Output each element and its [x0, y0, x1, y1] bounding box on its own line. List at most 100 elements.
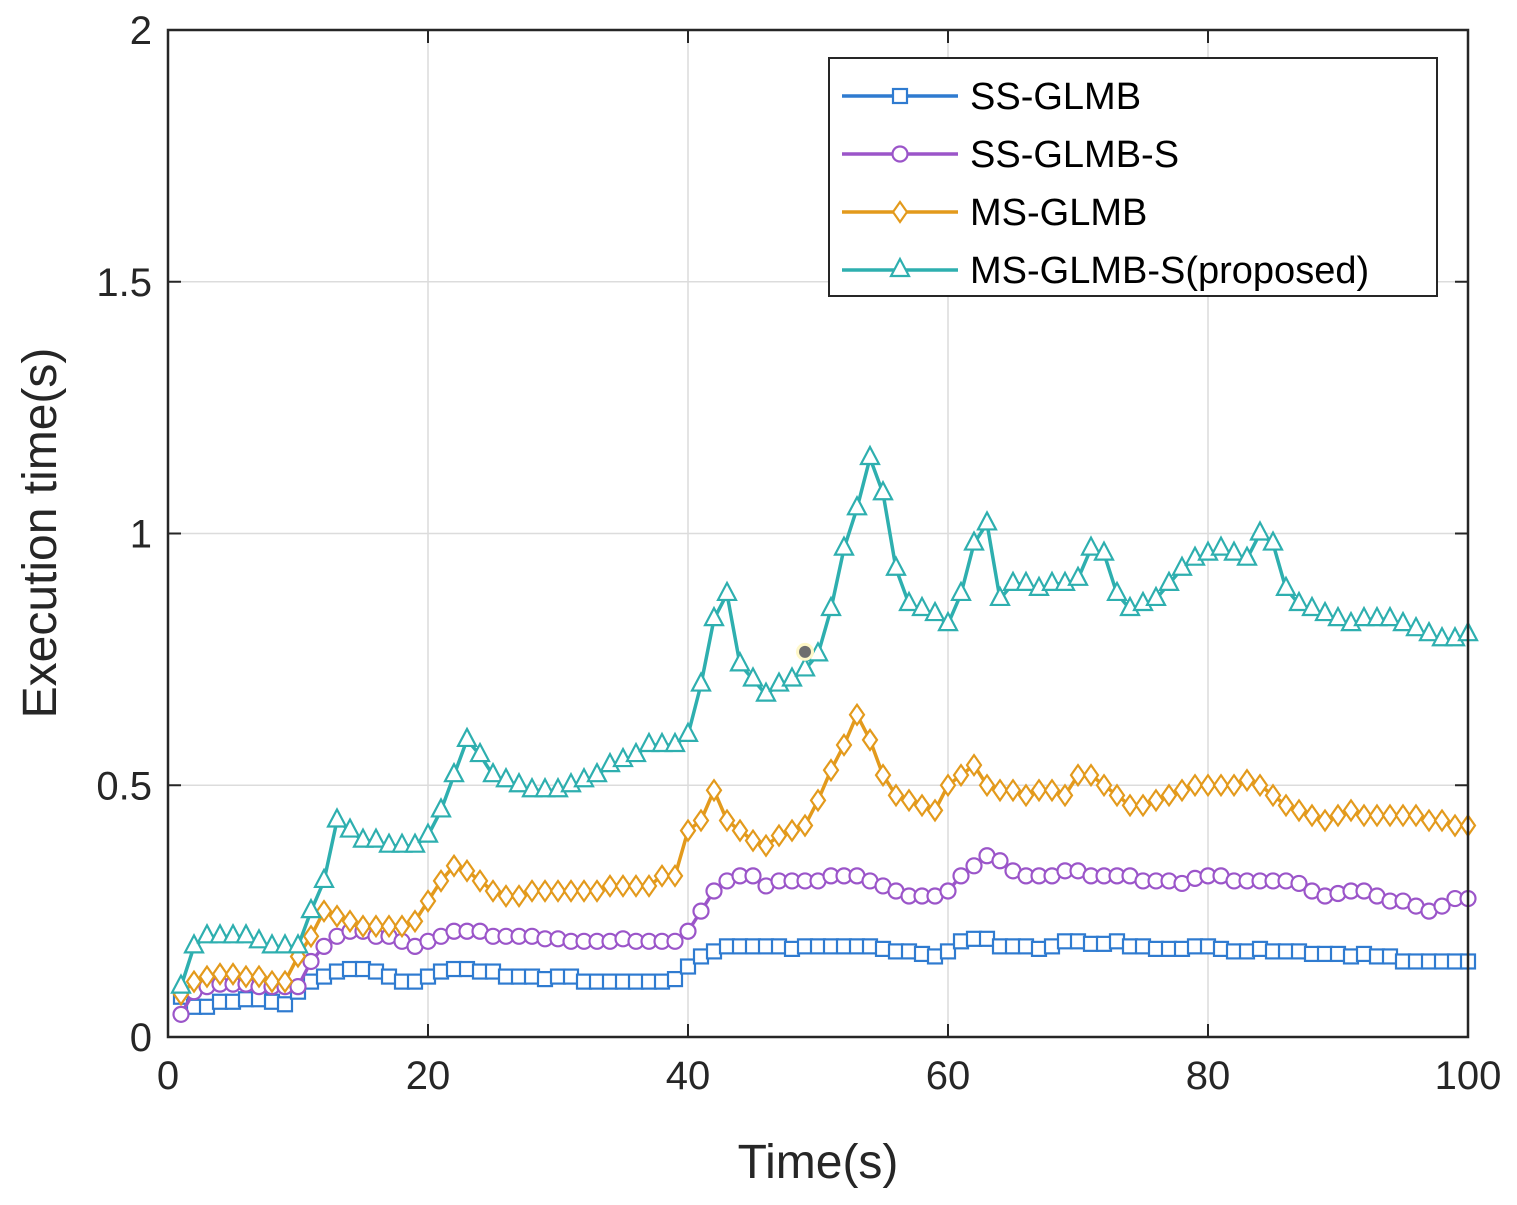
x-tick-label: 100	[1435, 1054, 1502, 1098]
data-point	[1225, 773, 1243, 798]
data-point	[1043, 778, 1061, 803]
data-point	[952, 763, 970, 788]
data-point	[263, 969, 281, 994]
x-tick-label: 40	[666, 1054, 711, 1098]
data-point	[692, 808, 710, 833]
data-point	[326, 807, 348, 828]
data-point	[885, 555, 907, 576]
data-point	[679, 958, 697, 975]
data-point	[1366, 605, 1388, 627]
data-point	[1264, 783, 1282, 808]
data-point	[859, 444, 881, 466]
data-point	[456, 726, 478, 748]
data-point	[991, 778, 1009, 803]
data-point	[731, 818, 749, 843]
data-point	[833, 535, 855, 556]
data-point	[1002, 570, 1024, 591]
data-point	[497, 884, 515, 908]
data-point	[1069, 763, 1087, 788]
data-point	[549, 879, 567, 903]
data-point	[443, 761, 465, 783]
data-point	[341, 960, 359, 978]
data-point	[690, 671, 712, 692]
legend: SS-GLMB SS-GLMB-S MS-GLMB MS-GLMB-S(propose…	[828, 57, 1438, 297]
data-point	[1355, 803, 1373, 828]
data-point	[1186, 773, 1204, 798]
data-point	[861, 728, 879, 752]
data-point	[1327, 605, 1349, 627]
data-point	[1056, 783, 1074, 808]
data-point	[718, 808, 736, 833]
data-point	[1381, 803, 1399, 828]
data-point	[380, 968, 398, 985]
data-point	[393, 914, 411, 939]
data-point	[302, 924, 320, 949]
data-point	[989, 585, 1011, 607]
data-point	[679, 922, 697, 940]
data-point	[404, 832, 426, 853]
data-point	[1171, 555, 1193, 576]
data-point	[1030, 778, 1048, 803]
x-tick-label: 20	[406, 1054, 451, 1098]
data-point	[1015, 570, 1037, 591]
legend-marker	[891, 87, 909, 105]
data-point	[991, 852, 1009, 870]
data-point	[406, 909, 424, 934]
highlight-marker	[799, 645, 811, 658]
data-point	[471, 963, 489, 980]
data-point	[339, 817, 361, 838]
data-point	[1277, 793, 1295, 818]
data-point	[627, 874, 645, 898]
data-point	[276, 996, 294, 1013]
data-point	[248, 927, 270, 949]
x-tick-label: 80	[1186, 1054, 1231, 1098]
data-point	[354, 914, 372, 939]
data-point	[1290, 874, 1308, 893]
data-point	[965, 753, 983, 778]
data-point	[274, 933, 296, 954]
data-point	[432, 868, 450, 893]
data-point	[432, 963, 450, 980]
data-point	[601, 874, 619, 898]
data-point	[183, 933, 205, 954]
data-point	[1210, 535, 1232, 556]
data-point	[521, 776, 543, 798]
data-point	[1121, 793, 1139, 818]
data-point	[315, 968, 333, 985]
data-point	[575, 879, 593, 903]
data-point	[924, 600, 946, 622]
data-point	[562, 879, 580, 903]
data-point	[755, 681, 777, 702]
data-point	[666, 970, 684, 988]
data-point	[1134, 793, 1152, 818]
y-tick-label: 2	[130, 9, 152, 53]
x-tick-label: 60	[926, 1054, 971, 1098]
data-point	[313, 867, 335, 889]
data-point	[1418, 620, 1440, 642]
series-ss-glmb-s	[172, 847, 1477, 1023]
data-point	[729, 651, 751, 672]
data-point	[978, 773, 996, 798]
legend-entry: SS-GLMB-S	[842, 134, 1179, 176]
data-point	[809, 788, 827, 813]
data-point	[1446, 813, 1464, 838]
data-point	[224, 993, 242, 1010]
y-tick-label: 1	[130, 513, 152, 557]
data-point	[495, 766, 517, 788]
data-point	[484, 963, 502, 980]
data-point	[692, 902, 710, 920]
data-point	[211, 993, 229, 1010]
legend-entry: MS-GLMB	[842, 192, 1147, 234]
data-point	[1420, 808, 1438, 833]
data-point	[1080, 535, 1102, 556]
data-point	[1379, 605, 1401, 627]
data-point	[950, 580, 972, 602]
x-tick-label: 0	[157, 1054, 179, 1098]
data-point	[367, 963, 385, 980]
data-point	[196, 922, 218, 944]
data-point	[1158, 570, 1180, 591]
data-point	[757, 833, 775, 858]
data-point	[664, 731, 686, 753]
data-point	[1288, 590, 1310, 612]
